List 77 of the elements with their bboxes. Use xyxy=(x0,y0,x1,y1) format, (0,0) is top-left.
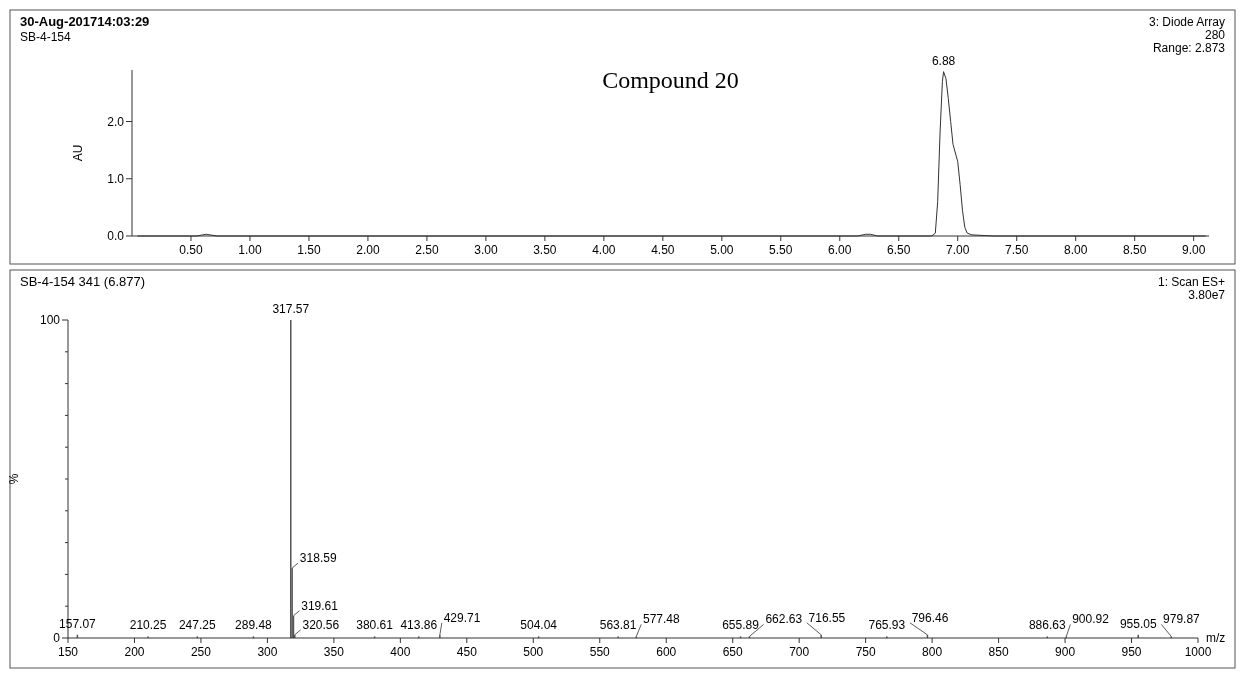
annotation: 504.04 xyxy=(520,618,558,633)
chart-subtitle: SB-4-154 xyxy=(20,30,72,44)
annotation: 563.81 xyxy=(599,618,637,633)
x-tick-label: 450 xyxy=(456,645,478,659)
x-tick-label: 850 xyxy=(988,645,1009,659)
y-tick-label: 0 xyxy=(53,631,61,645)
annotation: Compound 20 xyxy=(602,67,739,93)
x-tick-label: 400 xyxy=(390,645,411,659)
y-tick-label: 1.0 xyxy=(107,171,125,186)
x-tick-label: 8.50 xyxy=(1123,243,1147,257)
x-axis-title: m/z xyxy=(1206,631,1226,645)
y-tick-label: 0.0 xyxy=(107,229,125,243)
x-tick-label: 800 xyxy=(922,645,943,659)
x-tick-label: 200 xyxy=(124,645,145,659)
annotation: 716.55 xyxy=(808,610,846,625)
chart-title: SB-4-154 341 (6.877) xyxy=(20,274,146,289)
x-tick-label: 1.00 xyxy=(238,243,262,257)
chart-title: 30-Aug-201714:03:29 xyxy=(20,14,150,29)
x-tick-label: 8.00 xyxy=(1064,243,1088,257)
annotation: 900.92 xyxy=(1072,612,1110,627)
annotation: 6.88 xyxy=(931,53,956,68)
x-tick-label: 5.50 xyxy=(769,243,793,257)
annotation: 318.59 xyxy=(299,551,337,566)
x-tick-label: 4.00 xyxy=(592,243,616,257)
annotation: 429.71 xyxy=(443,610,481,625)
x-tick-label: 950 xyxy=(1121,645,1142,659)
annotation: 247.25 xyxy=(178,618,216,633)
y-axis-title: AU xyxy=(71,144,85,162)
annotation: 319.61 xyxy=(301,598,339,613)
x-tick-label: 2.00 xyxy=(356,243,380,257)
x-tick-label: 5.00 xyxy=(710,243,734,257)
x-tick-label: 250 xyxy=(190,645,212,659)
x-tick-label: 700 xyxy=(789,645,810,659)
x-tick-label: 6.50 xyxy=(887,243,911,257)
x-tick-label: 7.00 xyxy=(946,243,970,257)
annotation: 655.89 xyxy=(722,618,760,633)
text: 3.80e7 xyxy=(1188,288,1226,302)
annotation: 955.05 xyxy=(1119,616,1157,631)
x-tick-label: 7.50 xyxy=(1005,243,1029,257)
annotation: 157.07 xyxy=(59,616,97,631)
x-tick-label: 500 xyxy=(523,645,544,659)
x-tick-label: 1.50 xyxy=(297,243,321,257)
text: Range: 2.873 xyxy=(1152,41,1226,55)
x-tick-label: 0.50 xyxy=(179,243,203,257)
x-tick-label: 350 xyxy=(323,645,345,659)
annotation: 979.87 xyxy=(1163,612,1201,627)
annotation: 317.57 xyxy=(272,302,310,316)
x-tick-label: 750 xyxy=(855,645,876,659)
text: 1: Scan ES+ xyxy=(1157,275,1225,289)
x-tick-label: 150 xyxy=(57,645,79,659)
x-tick-label: 900 xyxy=(1055,645,1076,659)
y-tick-label: 2.0 xyxy=(107,114,125,129)
annotation: 577.48 xyxy=(642,612,680,627)
annotation: 886.63 xyxy=(1028,618,1066,633)
x-tick-label: 3.50 xyxy=(533,243,557,257)
x-tick-label: 2.50 xyxy=(415,243,439,257)
annotation: 380.61 xyxy=(356,618,394,633)
y-axis-title: % xyxy=(7,473,21,485)
x-tick-label: 6.00 xyxy=(828,243,852,257)
x-tick-label: 550 xyxy=(589,645,611,659)
x-tick-label: 300 xyxy=(257,645,278,659)
annotation: 320.56 xyxy=(302,617,340,632)
x-tick-label: 1000 xyxy=(1184,645,1212,659)
x-tick-label: 4.50 xyxy=(651,243,675,257)
annotation: 413.86 xyxy=(400,618,438,633)
annotation: 662.63 xyxy=(765,612,803,627)
annotation: 796.46 xyxy=(911,610,949,625)
x-tick-label: 600 xyxy=(656,645,677,659)
x-tick-label: 650 xyxy=(722,645,744,659)
annotation: 210.25 xyxy=(129,618,167,633)
text: 280 xyxy=(1204,28,1226,42)
y-tick-label: 100 xyxy=(39,313,61,327)
x-tick-label: 9.00 xyxy=(1181,243,1206,257)
annotation: 765.93 xyxy=(868,618,906,633)
x-tick-label: 3.00 xyxy=(474,243,498,257)
annotation: 289.48 xyxy=(235,618,273,633)
text: 3: Diode Array xyxy=(1148,15,1225,29)
